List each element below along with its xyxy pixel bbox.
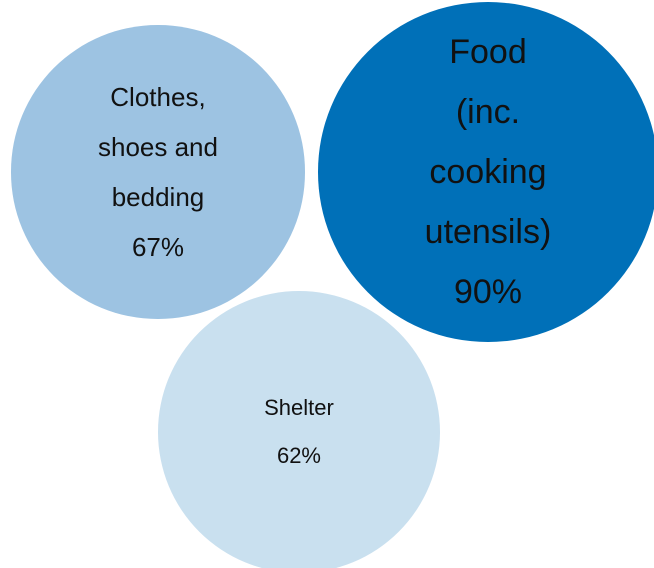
- value-label: 67%: [131, 231, 184, 262]
- bubble-label: Food (inc. cooking utensils): [424, 32, 552, 251]
- bubble-label: Shelter: [264, 394, 334, 420]
- value-label: 62%: [276, 442, 321, 468]
- bubble: Clothes, shoes and bedding 67%: [11, 25, 305, 319]
- value-label: 90%: [453, 272, 523, 311]
- bubble-label: Clothes, shoes and bedding: [97, 81, 218, 212]
- bubble: Food (inc. cooking utensils) 90%: [318, 2, 654, 342]
- bubble: Shelter 62%: [158, 291, 440, 568]
